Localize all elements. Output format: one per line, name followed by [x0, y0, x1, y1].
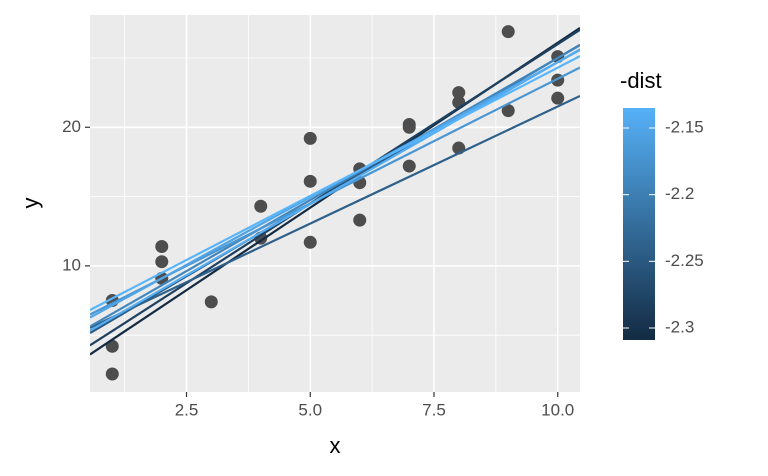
y-tick-label: 10 [62, 255, 81, 274]
legend-tick-label: -2.3 [665, 317, 694, 336]
fit-line [90, 48, 580, 332]
legend: -2.15 -2.2 -2.25 -2.3 [623, 108, 704, 340]
point [204, 295, 218, 309]
point [452, 86, 466, 100]
point [254, 199, 268, 213]
point [155, 255, 169, 269]
x-tick-label: 5.0 [298, 400, 322, 419]
point [105, 367, 119, 381]
y-tick-label: 20 [62, 117, 81, 136]
point [303, 174, 317, 188]
fit-line [90, 94, 580, 329]
grid [90, 15, 580, 392]
fit-lines [90, 26, 580, 356]
point [402, 120, 416, 134]
fit-line [90, 55, 580, 311]
legend-title: -dist [620, 68, 662, 93]
point [303, 131, 317, 145]
point [155, 239, 169, 253]
colorbar [623, 108, 655, 340]
point [501, 25, 515, 39]
x-tick-label: 10.0 [541, 400, 574, 419]
fit-line [90, 44, 580, 328]
x-tick-label: 2.5 [175, 400, 199, 419]
point [353, 213, 367, 227]
point [303, 235, 317, 249]
point [402, 159, 416, 173]
legend-tick-label: -2.25 [665, 251, 704, 270]
point [501, 104, 515, 118]
x-axis-title: x [330, 433, 341, 458]
fit-line [90, 28, 580, 347]
y-axis-title: y [18, 198, 43, 209]
axes: 2.5 5.0 7.5 10.0 10 20 [62, 117, 574, 420]
point [551, 91, 565, 105]
panel [90, 15, 580, 392]
legend-tick-label: -2.15 [665, 117, 704, 136]
x-tick-label: 7.5 [422, 400, 446, 419]
legend-tick-label: -2.2 [665, 184, 694, 203]
